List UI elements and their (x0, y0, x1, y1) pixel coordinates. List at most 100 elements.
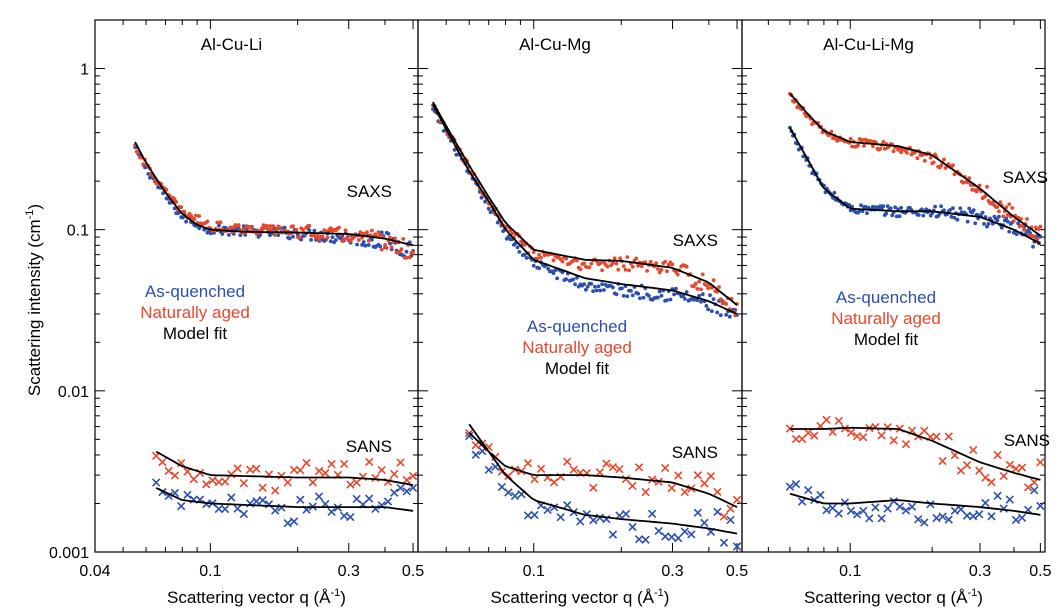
data-point (663, 259, 667, 264)
data-point-cross (680, 487, 689, 497)
tick-group (94, 19, 418, 553)
data-point (141, 162, 146, 167)
data-point (1026, 228, 1031, 233)
data-point-cross (214, 504, 223, 514)
sans-series (785, 415, 1045, 492)
data-point-cross (804, 428, 813, 438)
data-point (564, 256, 568, 261)
data-point (704, 283, 709, 288)
data-point-cross (944, 515, 953, 524)
data-point (407, 255, 412, 260)
data-point (404, 255, 409, 260)
x-tick-label: 0.3 (969, 563, 991, 580)
data-point-cross (926, 500, 935, 509)
data-point-cross (889, 436, 898, 445)
data-point (578, 267, 583, 272)
data-point (366, 243, 371, 247)
data-point (859, 203, 863, 208)
data-point (638, 296, 642, 301)
data-point-cross (289, 517, 299, 526)
data-point (220, 232, 225, 236)
data-point-cross (536, 464, 546, 473)
data-point (620, 286, 624, 291)
data-point (675, 272, 680, 277)
data-point-cross (895, 502, 905, 511)
data-point-cross (785, 482, 795, 491)
data-point-cross (245, 465, 255, 474)
data-point (535, 256, 540, 261)
x-tick-label: 0.1 (839, 563, 861, 580)
data-point (709, 286, 714, 290)
data-point (699, 287, 703, 292)
data-point (856, 143, 860, 148)
data-point-cross (327, 459, 336, 469)
data-point (370, 237, 374, 242)
data-point-cross (371, 473, 380, 483)
model-fit-line (432, 101, 738, 306)
data-point-cross (693, 508, 703, 517)
data-point (379, 247, 384, 252)
data-point (967, 176, 972, 181)
data-point-cross (700, 518, 709, 527)
legend: As-quenched Naturally aged Model fit (522, 317, 632, 378)
data-point-cross (981, 498, 990, 508)
data-point-cross (608, 530, 618, 539)
data-point (939, 204, 943, 209)
legend-entry: Model fit (545, 359, 610, 378)
x-tick-label: 0.5 (1029, 563, 1051, 580)
model-fit-line (134, 141, 414, 247)
data-point-cross (321, 468, 330, 478)
data-point (977, 183, 982, 188)
saxs-annotation: SAXS (673, 231, 718, 250)
data-point (384, 246, 389, 250)
data-point (246, 225, 251, 230)
data-point (218, 220, 223, 225)
data-point (596, 284, 601, 289)
data-point (269, 227, 274, 232)
data-point-cross (871, 503, 880, 512)
data-point-cross (999, 471, 1008, 481)
data-point-cross (158, 457, 167, 467)
data-point (250, 225, 254, 230)
data-point (921, 213, 926, 218)
x-axis-label-text: Scattering vector q (Å (167, 588, 331, 607)
data-point (452, 148, 457, 152)
legend-entry: As-quenched (527, 317, 627, 336)
saxs-annotation: SAXS (347, 182, 392, 201)
data-point-cross (846, 506, 856, 515)
data-point-cross (563, 457, 572, 466)
data-point (356, 238, 361, 242)
data-point (882, 146, 887, 151)
data-point (711, 278, 716, 283)
data-point (985, 184, 989, 189)
data-point (537, 252, 541, 257)
data-point-cross (641, 535, 650, 544)
data-point (309, 238, 313, 242)
data-point-cross (563, 500, 572, 510)
data-point (517, 250, 522, 254)
data-point-cross (883, 504, 892, 513)
data-point (896, 207, 900, 212)
data-point (241, 224, 246, 229)
data-point-cross (877, 514, 886, 523)
data-point-cross (932, 513, 941, 523)
data-point-cross (834, 416, 843, 426)
data-point (182, 209, 187, 214)
data-point (328, 226, 333, 231)
data-point (718, 297, 723, 302)
data-point (312, 228, 317, 233)
data-point (1010, 206, 1015, 210)
data-point-cross (252, 497, 261, 506)
data-point (878, 204, 883, 209)
data-point-cross (220, 504, 230, 514)
data-point-cross (634, 463, 644, 472)
data-point-cross (1017, 513, 1027, 522)
data-point-cross (595, 513, 605, 522)
data-point (399, 247, 404, 252)
data-point-cross (956, 505, 966, 514)
data-point (885, 204, 890, 209)
data-point-cross (621, 474, 631, 484)
x-axis-label-text: Scattering vector q (Å (804, 588, 968, 607)
data-point-cross (920, 518, 929, 527)
legend-entry: Naturally aged (522, 338, 632, 357)
